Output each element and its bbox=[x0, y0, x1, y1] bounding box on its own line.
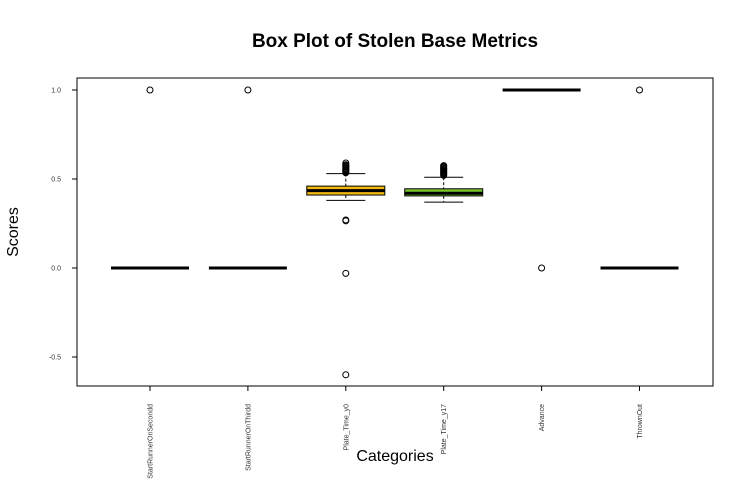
outlier-point bbox=[342, 169, 350, 177]
x-axis: StartRunnerOnSecondd StartRunnerOnThirdd P… bbox=[148, 386, 644, 479]
box-Plate_Time_y0 bbox=[306, 159, 386, 379]
box-Plate_Time_y17 bbox=[404, 162, 484, 203]
box-StartRunnerOnThirdd bbox=[208, 86, 287, 270]
box-series bbox=[111, 86, 679, 379]
x-tick-label: Plate_Time_y0 bbox=[343, 404, 350, 451]
x-tick-label: StartRunnerOnThirdd bbox=[245, 404, 252, 471]
box-Advance bbox=[502, 88, 581, 272]
y-axis: 1.0 0.5 0.0 -0.5 bbox=[49, 88, 77, 362]
y-tick-label: -0.5 bbox=[49, 355, 61, 362]
x-tick-label: Plate_Time_y17 bbox=[441, 404, 448, 454]
x-tick-label: ThrownOut bbox=[637, 404, 644, 439]
plot-frame bbox=[76, 77, 714, 387]
x-tick-label: Advance bbox=[539, 404, 546, 431]
box-ThrownOut bbox=[600, 86, 679, 270]
outlier-point bbox=[342, 217, 350, 225]
outlier-point bbox=[342, 269, 350, 277]
x-axis-label: Categories bbox=[356, 448, 433, 465]
x-tick-label: StartRunnerOnSecondd bbox=[148, 404, 155, 479]
outlier-point bbox=[636, 86, 643, 94]
y-tick-label: 0.5 bbox=[51, 177, 61, 184]
outlier-point bbox=[538, 264, 546, 272]
chart-title: Box Plot of Stolen Base Metrics bbox=[252, 31, 538, 52]
y-tick-label: 0.0 bbox=[51, 266, 61, 273]
outlier-point bbox=[244, 86, 252, 94]
outlier-point bbox=[146, 86, 154, 94]
y-axis-label: Scores bbox=[5, 207, 22, 257]
outlier-point bbox=[342, 371, 350, 379]
box-StartRunnerOnSecondd bbox=[111, 86, 189, 270]
outlier-point bbox=[440, 171, 448, 179]
y-tick-label: 1.0 bbox=[51, 88, 61, 95]
